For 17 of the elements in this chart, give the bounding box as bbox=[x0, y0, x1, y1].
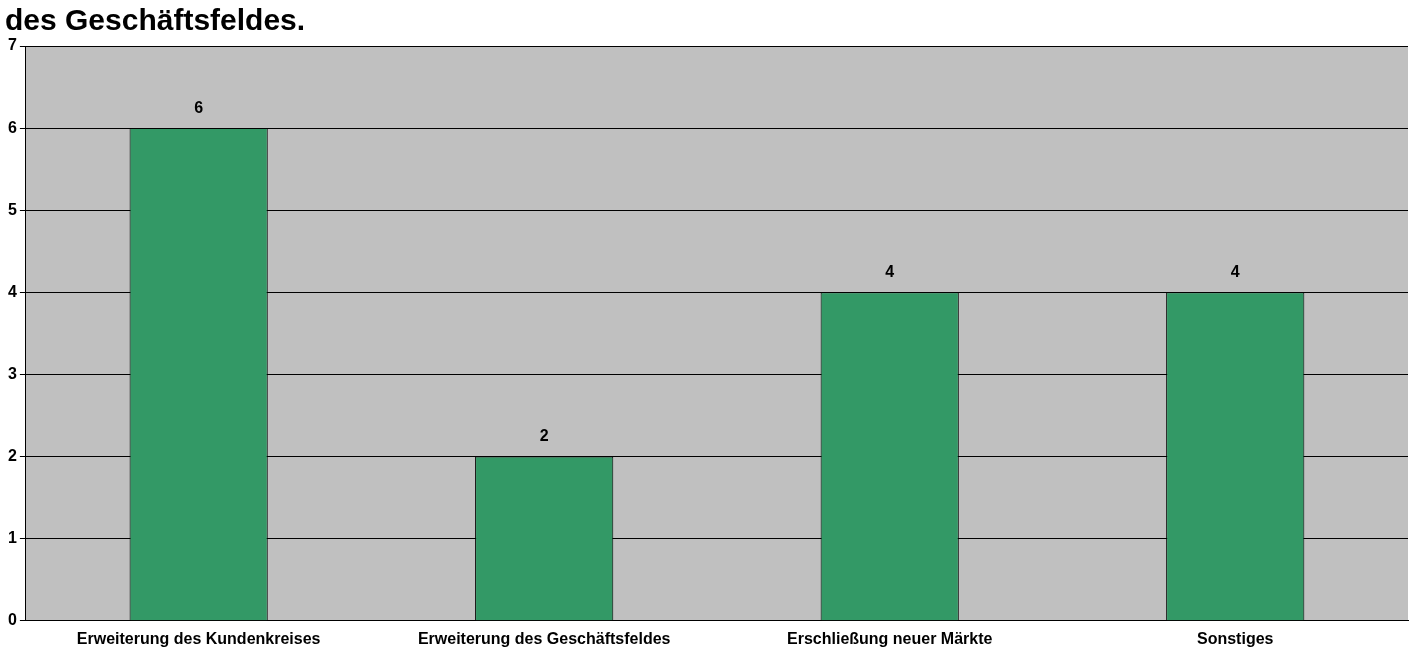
data-label: 4 bbox=[885, 262, 895, 280]
y-tick-label: 6 bbox=[7, 118, 17, 136]
x-tick-label: Sonstiges bbox=[1197, 629, 1274, 647]
x-tick-label: Erschließung neuer Märkte bbox=[787, 629, 993, 647]
y-tick-label: 7 bbox=[7, 36, 17, 54]
x-tick-label: Erweiterung des Kundenkreises bbox=[76, 629, 321, 647]
y-tick-label: 5 bbox=[7, 200, 17, 218]
data-label: 2 bbox=[539, 426, 549, 444]
x-tick-label: Erweiterung des Geschäftsfeldes bbox=[417, 629, 671, 647]
chart-title: des Geschäftsfeldes. bbox=[5, 3, 306, 37]
y-tick-label: 1 bbox=[7, 529, 17, 547]
y-tick-label: 2 bbox=[7, 446, 17, 464]
data-label: 4 bbox=[1230, 262, 1240, 280]
data-label: 6 bbox=[194, 98, 204, 116]
y-tick-label: 0 bbox=[7, 611, 17, 629]
y-tick-label: 3 bbox=[7, 364, 17, 382]
y-tick-label: 4 bbox=[7, 282, 17, 300]
